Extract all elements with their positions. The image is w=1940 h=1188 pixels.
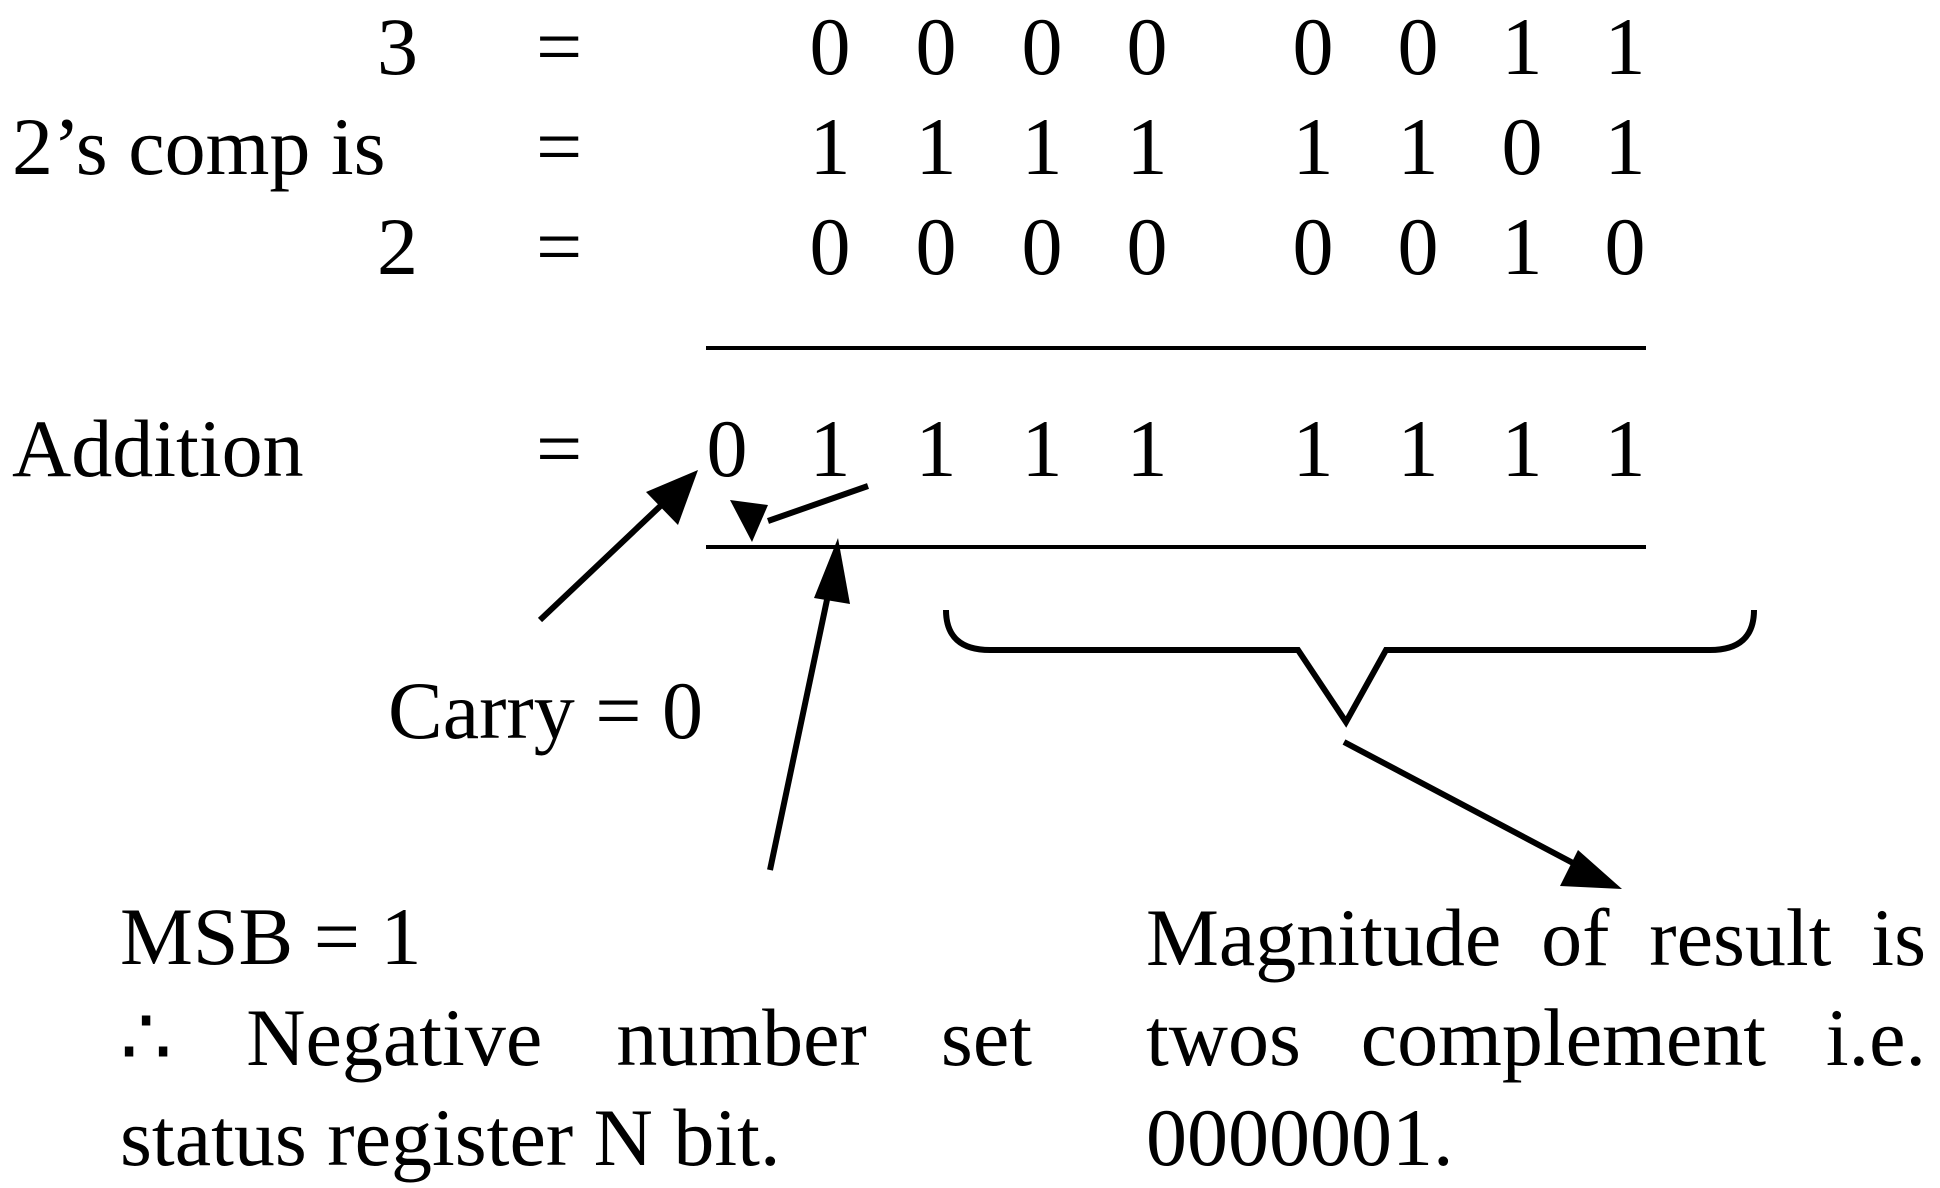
bit-r0-6: 1 [1501, 1, 1543, 92]
bit-r2-3: 0 [1126, 201, 1168, 292]
magnitude-annotation: Magnitude of result is twos complement i… [1146, 888, 1926, 1188]
carry-annotation: Carry = 0 [388, 665, 703, 756]
bit-r2-5: 0 [1397, 201, 1439, 292]
bit-r1-1: 1 [915, 101, 957, 192]
bit-r0-0: 0 [809, 1, 851, 92]
row-equals-2s-comp: = [536, 101, 583, 192]
bit-r0-1: 0 [915, 1, 957, 92]
bit-r1-3: 1 [1126, 101, 1168, 192]
addition-bit-6: 1 [1397, 403, 1439, 494]
msb-annotation-title: MSB = 1 [120, 891, 422, 982]
addition-bit-2: 1 [915, 403, 957, 494]
bit-r2-4: 0 [1292, 201, 1334, 292]
magnitude-arrow [1342, 739, 1622, 889]
row-label-2: 2 [377, 201, 418, 292]
addition-carry-bit: 0 [706, 403, 748, 494]
addition-bit-3: 1 [1021, 403, 1063, 494]
bit-r1-2: 1 [1021, 101, 1063, 192]
bit-r0-2: 0 [1021, 1, 1063, 92]
magnitude-annotation-line-3: 0000001. [1146, 1092, 1454, 1183]
addition-equals: = [536, 403, 583, 494]
row-label-2s-comp: 2’s comp is [12, 101, 386, 192]
bit-r2-2: 0 [1021, 201, 1063, 292]
bit-r0-5: 0 [1397, 1, 1439, 92]
addition-bit-4: 1 [1126, 403, 1168, 494]
row-equals-2: = [536, 201, 583, 292]
msb-annotation-line-2: ∴ Negative number set [120, 992, 1032, 1083]
carry-arrow [537, 470, 698, 623]
n-bit-arrow [767, 538, 850, 871]
addition-bit-7: 1 [1501, 403, 1543, 494]
bit-r2-7: 0 [1604, 201, 1646, 292]
bit-r1-0: 1 [809, 101, 851, 192]
bit-r2-1: 0 [915, 201, 957, 292]
addition-bit-1: 1 [809, 403, 851, 494]
magnitude-brace [943, 609, 1757, 728]
bit-r0-3: 0 [1126, 1, 1168, 92]
magnitude-annotation-line-2: twos complement i.e. [1146, 992, 1926, 1083]
msb-annotation-body: ∴ Negative number set status register N … [120, 988, 1032, 1188]
addition-bit-8: 1 [1604, 403, 1646, 494]
magnitude-annotation-line-1: Magnitude of result is [1146, 892, 1926, 983]
addition-label: Addition [12, 403, 304, 494]
bit-r2-0: 0 [809, 201, 851, 292]
row-equals-3: = [536, 1, 583, 92]
msb-annotation-line-3: status register N bit. [120, 1092, 781, 1183]
bit-r1-7: 1 [1604, 101, 1646, 192]
bit-r0-7: 1 [1604, 1, 1646, 92]
bit-r0-4: 0 [1292, 1, 1334, 92]
bit-r2-6: 1 [1501, 201, 1543, 292]
addition-bit-5: 1 [1292, 403, 1334, 494]
msb-pointer-arrow [730, 483, 869, 542]
bit-r1-5: 1 [1397, 101, 1439, 192]
bit-r1-4: 1 [1292, 101, 1334, 192]
row-label-3: 3 [377, 1, 418, 92]
bit-r1-6: 0 [1501, 101, 1543, 192]
